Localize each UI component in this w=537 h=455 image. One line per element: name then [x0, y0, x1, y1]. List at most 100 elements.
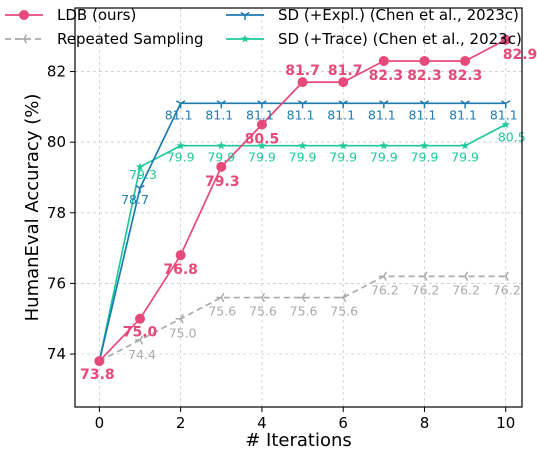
- series-1: [94, 271, 509, 366]
- data-point: [419, 55, 430, 66]
- x-tick-label: 10: [496, 414, 515, 432]
- y-tick-label: 80: [47, 133, 66, 151]
- data-point: [175, 314, 184, 324]
- data-label: 81.1: [246, 107, 274, 122]
- legend-marker: [240, 34, 250, 43]
- data-label: 76.2: [412, 282, 440, 297]
- data-label: 81.1: [490, 107, 518, 122]
- data-label: 75.6: [208, 304, 236, 319]
- data-label: 79.3: [205, 174, 240, 190]
- data-point: [176, 141, 185, 150]
- data-point: [379, 100, 389, 109]
- legend-item: Repeated Sampling: [5, 30, 204, 48]
- x-axis-title: # Iterations: [245, 430, 352, 451]
- data-point: [257, 100, 267, 109]
- data-label: 81.1: [409, 107, 437, 122]
- y-tick-label: 76: [47, 274, 66, 292]
- x-tick-label: 2: [176, 414, 186, 432]
- data-point: [175, 100, 186, 109]
- data-label: 79.9: [451, 150, 479, 165]
- data-label: 82.3: [369, 68, 404, 84]
- data-label: 81.1: [205, 107, 233, 122]
- series-3: [95, 120, 511, 365]
- data-label: 79.3: [129, 167, 157, 182]
- data-label: 76.2: [493, 282, 521, 297]
- data-point: [256, 119, 267, 130]
- data-point: [298, 141, 307, 150]
- data-point: [217, 141, 226, 150]
- legend-item: SD (+Trace) (Chen et al., 2023c): [226, 30, 522, 48]
- data-label: 76.8: [163, 262, 198, 278]
- data-point: [175, 250, 186, 261]
- data-point: [460, 55, 471, 66]
- data-point: [135, 313, 146, 324]
- data-label: 79.9: [167, 150, 195, 165]
- data-label: 80.5: [245, 132, 280, 148]
- legend-marker: [19, 10, 29, 20]
- data-point: [419, 100, 430, 109]
- data-label: 78.7: [121, 192, 149, 207]
- data-point: [297, 100, 308, 109]
- data-label: 76.2: [452, 282, 480, 297]
- data-point: [135, 162, 145, 171]
- data-label: 75.0: [169, 326, 197, 341]
- x-tick-label: 4: [257, 414, 267, 432]
- data-point: [135, 335, 144, 345]
- data-label: 73.8: [80, 367, 115, 383]
- data-point: [501, 120, 511, 129]
- data-label: 74.4: [128, 347, 156, 362]
- data-point: [460, 141, 470, 150]
- legend-item: SD (+Expl.) (Chen et al., 2023c): [226, 6, 519, 24]
- data-point: [338, 292, 347, 303]
- data-label: 79.9: [411, 150, 439, 165]
- legend-item: LDB (ours): [5, 6, 136, 24]
- data-label: 79.9: [370, 150, 398, 165]
- x-tick-label: 8: [420, 414, 430, 432]
- data-labels: 74.4 75.0 75.6 75.6 75.6 75.6 76.2 76.2 76.2 76.2…: [80, 47, 537, 383]
- data-label: 82.3: [407, 68, 442, 84]
- data-label: 82.3: [448, 68, 483, 84]
- data-point: [501, 100, 511, 109]
- grid: [75, 8, 522, 407]
- data-label: 81.7: [285, 63, 320, 79]
- data-point: [256, 292, 266, 303]
- data-label: 81.1: [287, 107, 315, 122]
- data-point: [460, 100, 470, 109]
- data-label: 75.0: [123, 325, 158, 341]
- data-label: 81.1: [327, 107, 355, 122]
- x-tick-label: 6: [338, 414, 348, 432]
- data-point: [460, 271, 469, 282]
- data-point: [135, 184, 145, 194]
- data-point: [379, 141, 389, 150]
- data-point: [338, 77, 349, 88]
- data-point: [500, 34, 511, 45]
- data-label: 81.1: [368, 107, 396, 122]
- data-label: 79.9: [248, 150, 276, 165]
- plot-frame: [74, 7, 523, 408]
- series-2: [94, 100, 511, 367]
- y-axis-title: HumanEval Accuracy (%): [22, 94, 43, 322]
- data-label: 82.9: [503, 47, 537, 63]
- data-point: [338, 141, 348, 150]
- data-label: 81.1: [449, 107, 477, 122]
- data-point: [216, 292, 225, 303]
- data-point: [500, 271, 509, 282]
- data-label: 75.6: [249, 304, 277, 319]
- data-label: 79.9: [329, 150, 357, 165]
- data-label: 79.9: [289, 150, 317, 165]
- y-tick-label: 82: [47, 63, 66, 81]
- legend-marker: [19, 34, 28, 44]
- data-point: [297, 77, 308, 88]
- data-point: [378, 55, 389, 66]
- legend-label: LDB (ours): [57, 6, 136, 24]
- x-tick-label: 0: [95, 414, 105, 432]
- data-point: [257, 141, 267, 150]
- legend-marker: [240, 11, 250, 20]
- data-label: 75.6: [290, 304, 318, 319]
- data-point: [419, 271, 428, 282]
- series-line: [98, 275, 506, 362]
- data-point: [216, 161, 227, 172]
- data-label: 81.7: [328, 63, 363, 79]
- data-label: 80.5: [498, 130, 526, 145]
